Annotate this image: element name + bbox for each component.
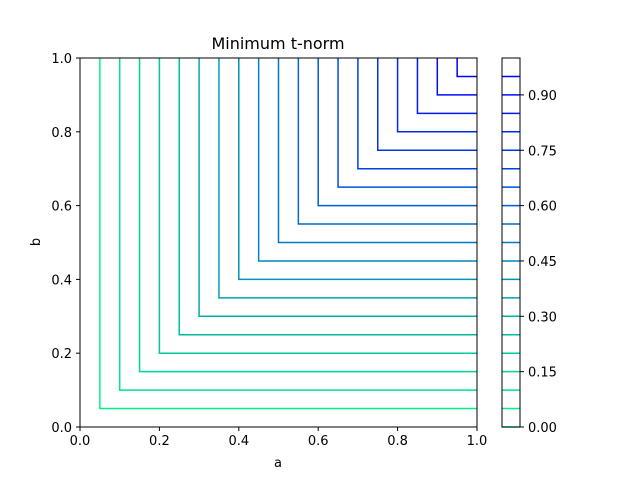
y-axis-label: b bbox=[29, 238, 44, 246]
y-tick-label: 0.6 bbox=[51, 200, 72, 215]
contour-line-17 bbox=[416, 58, 477, 115]
contour-line-9 bbox=[257, 58, 477, 262]
colorbar-tick-label: 0.45 bbox=[528, 255, 557, 270]
colorbar-ticks: 0.00 0.15 0.30 0.45 0.60 0.75 0.90 bbox=[520, 89, 557, 436]
x-tick-label: 0.6 bbox=[308, 434, 329, 449]
contour-line-11 bbox=[297, 58, 477, 225]
contour-line-18 bbox=[436, 58, 477, 96]
contour-line-8 bbox=[238, 58, 477, 281]
contour-line-5 bbox=[178, 58, 477, 336]
x-axis-label: a bbox=[274, 456, 282, 471]
contour-line-6 bbox=[198, 58, 477, 318]
contour-line-2 bbox=[118, 58, 477, 391]
x-tick-label: 0.0 bbox=[70, 434, 91, 449]
colorbar-tick-label: 0.15 bbox=[528, 366, 557, 381]
y-tick-label: 0.2 bbox=[51, 347, 72, 362]
colorbar-frame bbox=[501, 57, 521, 428]
contour-line-15 bbox=[377, 58, 477, 151]
contour-line-10 bbox=[277, 58, 477, 244]
x-tick-label: 0.4 bbox=[228, 434, 249, 449]
x-tick-label: 0.2 bbox=[149, 434, 170, 449]
contour-line-14 bbox=[357, 58, 477, 170]
contour-line-12 bbox=[317, 58, 477, 207]
plot-frame bbox=[79, 57, 478, 428]
colorbar-tick-label: 0.30 bbox=[528, 310, 557, 325]
contour-lines bbox=[99, 58, 477, 410]
contour-line-19 bbox=[456, 58, 477, 78]
x-axis-ticks: 0.0 0.2 0.4 0.6 0.8 1.0 bbox=[70, 427, 488, 449]
y-tick-label: 0.0 bbox=[51, 421, 72, 436]
x-tick-label: 0.8 bbox=[387, 434, 408, 449]
y-tick-label: 0.8 bbox=[51, 126, 72, 141]
chart-title: Minimum t-norm bbox=[211, 34, 344, 53]
contour-line-7 bbox=[218, 58, 477, 299]
colorbar-tick-label: 0.75 bbox=[528, 144, 557, 159]
contour-line-3 bbox=[138, 58, 477, 373]
y-tick-label: 1.0 bbox=[51, 52, 72, 67]
colorbar-tick-label: 0.60 bbox=[528, 200, 557, 215]
contour-line-1 bbox=[99, 58, 477, 410]
x-tick-label: 1.0 bbox=[467, 434, 488, 449]
colorbar bbox=[502, 75, 520, 428]
contour-line-13 bbox=[337, 58, 477, 188]
contour-line-4 bbox=[158, 58, 477, 354]
colorbar-tick-label: 0.00 bbox=[528, 421, 557, 436]
contour-line-16 bbox=[396, 58, 477, 133]
y-tick-label: 0.4 bbox=[51, 273, 72, 288]
y-axis-ticks: 0.0 0.2 0.4 0.6 0.8 1.0 bbox=[51, 52, 80, 436]
colorbar-tick-label: 0.90 bbox=[528, 89, 557, 104]
